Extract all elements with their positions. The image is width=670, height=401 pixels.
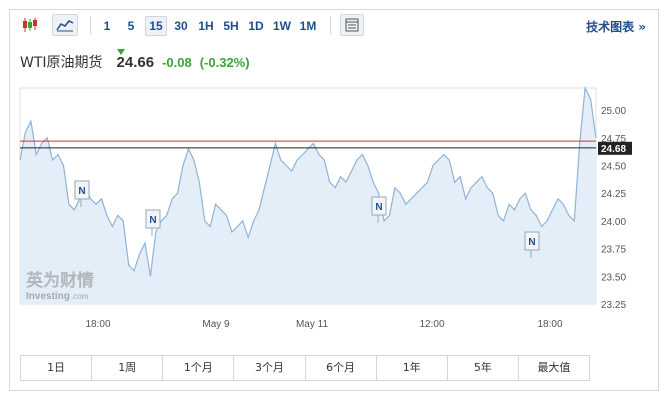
news-marker[interactable]: N — [371, 196, 387, 223]
area-chart-icon[interactable] — [52, 14, 78, 36]
watermark-cn: 英为财情 — [26, 270, 94, 291]
y-tick-label: 23.50 — [601, 272, 626, 283]
x-tick-label: May 9 — [202, 319, 230, 330]
timeframe-max[interactable]: 最大值 — [537, 361, 571, 374]
watermark-suffix: .com — [71, 292, 89, 301]
y-tick-label: 23.25 — [601, 300, 626, 311]
instrument-name: WTI原油期货 — [20, 55, 103, 71]
toolbar-divider — [90, 16, 91, 34]
timeframe-1m[interactable]: 1个月 — [163, 356, 235, 380]
timeframe-1w[interactable]: 1周 — [92, 356, 164, 380]
interval-1d[interactable]: 1D — [248, 19, 264, 33]
interval-1w[interactable]: 1W — [273, 19, 291, 33]
interval-1m[interactable]: 1M — [299, 19, 317, 33]
timeframe-selector: 1日 1周 1个月 3个月 6个月 1年 5年 最大值 — [20, 355, 590, 381]
timeframe-1y[interactable]: 1年 — [377, 356, 448, 380]
price-area — [20, 88, 596, 304]
y-tick-label: 25.00 — [601, 106, 626, 117]
candlestick-chart-icon[interactable] — [18, 14, 42, 36]
toolbar-divider — [330, 16, 331, 34]
news-marker-label: N — [149, 215, 156, 226]
interval-1h[interactable]: 1H — [198, 19, 214, 33]
chart-toolbar: 1 5 15 30 1H 5H 1D 1W 1M 技术图表 » — [10, 10, 658, 40]
news-marker[interactable]: N — [74, 180, 90, 207]
timeframe-6m[interactable]: 6个月 — [306, 356, 377, 380]
price-line — [19, 85, 597, 277]
news-marker-label: N — [528, 237, 535, 248]
last-price: 24.66 — [116, 54, 155, 71]
x-tick-label: 18:00 — [537, 319, 562, 330]
price-change-percent: (-0.32%) — [199, 55, 250, 70]
news-marker[interactable]: N — [524, 231, 540, 258]
timeframe-1d[interactable]: 1日 — [21, 356, 93, 380]
y-tick-label: 24.50 — [601, 162, 626, 173]
price-chart[interactable]: 25.00 24.75 24.50 24.25 24.00 23.75 23.50 23.25… — [10, 80, 658, 345]
price-change: -0.08 — [162, 55, 192, 70]
table-view-icon[interactable] — [340, 14, 364, 36]
x-tick-label: 18:00 — [85, 319, 110, 330]
y-tick-label: 24.25 — [601, 189, 626, 200]
tech-chart-link[interactable]: 技术图表 » — [586, 20, 646, 34]
y-tick-label: 24.00 — [601, 217, 626, 228]
watermark-en: Investing — [26, 291, 70, 302]
news-marker[interactable]: N — [145, 209, 161, 236]
news-marker-label: N — [78, 186, 85, 197]
interval-15[interactable]: 15 — [145, 16, 167, 36]
interval-1[interactable]: 1 — [103, 19, 111, 33]
interval-5h[interactable]: 5H — [223, 19, 239, 33]
x-tick-label: May 11 — [296, 319, 328, 330]
current-price-tag — [598, 141, 632, 155]
current-price-label: 24.68 — [601, 144, 626, 155]
y-tick-label: 23.75 — [601, 245, 626, 256]
interval-5[interactable]: 5 — [127, 19, 135, 33]
chart-widget: 1 5 15 30 1H 5H 1D 1W 1M 技术图表 » WTI原油期货 … — [9, 9, 659, 391]
y-tick-label: 24.75 — [601, 134, 626, 145]
instrument-header: WTI原油期货 24.66 -0.08 (-0.32%) — [20, 52, 250, 74]
interval-30[interactable]: 30 — [174, 19, 188, 33]
watermark: 英为财情 Investing .com — [26, 270, 94, 302]
timeframe-5y[interactable]: 5年 — [448, 356, 519, 380]
down-arrow-icon — [117, 49, 125, 55]
timeframe-3m[interactable]: 3个月 — [234, 356, 306, 380]
news-marker-label: N — [375, 202, 382, 213]
x-tick-label: 12:00 — [419, 319, 444, 330]
